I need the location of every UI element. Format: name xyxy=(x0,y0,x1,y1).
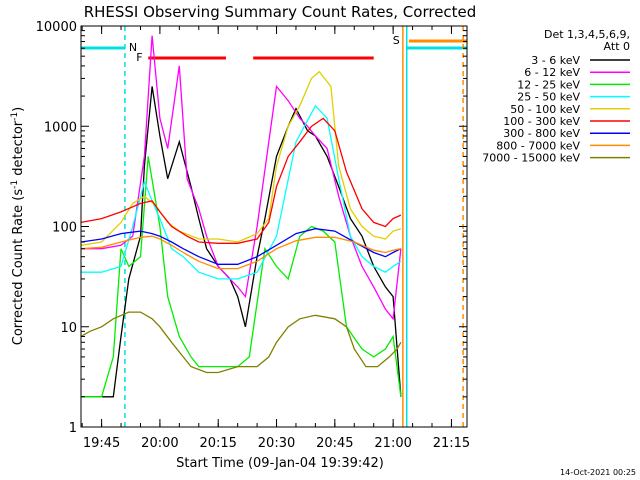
y-axis-label: Corrected Count Rate (s-1 detector-1) xyxy=(10,107,26,345)
legend-item-label: 800 - 7000 keV xyxy=(496,139,580,152)
legend-item-label: 100 - 300 keV xyxy=(503,115,580,128)
x-tick-label: 20:30 xyxy=(258,436,295,451)
series-layer xyxy=(81,35,402,398)
legend-item-label: 12 - 25 keV xyxy=(517,78,580,91)
y-tick-label: 10 xyxy=(60,321,77,336)
legend-item-label: 7000 - 15000 keV xyxy=(482,152,580,165)
legend-item-label: 6 - 12 keV xyxy=(524,66,580,79)
x-tick-label: 20:00 xyxy=(141,436,178,451)
y-axis: 1 10 100 1000 10000 xyxy=(36,20,467,436)
x-tick-label: 21:15 xyxy=(433,436,470,451)
legend-item-label: 50 - 100 keV xyxy=(510,103,580,116)
flare-flag-label: F xyxy=(136,51,142,64)
x-tick-label: 20:15 xyxy=(199,436,236,451)
series-line xyxy=(81,235,402,270)
chart-title: RHESSI Observing Summary Count Rates, Co… xyxy=(84,3,477,21)
x-axis: 19:45 20:00 20:15 20:30 20:45 21:00 21:15 xyxy=(81,26,470,451)
legend-header-line2: Att 0 xyxy=(604,40,630,53)
series-line xyxy=(81,86,402,398)
footer-date: 14-Oct-2021 00:25 xyxy=(560,468,636,477)
night-flag-label: N xyxy=(129,41,137,54)
y-tick-label: 100 xyxy=(52,221,77,236)
y-tick-label: 10000 xyxy=(36,20,77,35)
series-line xyxy=(81,228,402,265)
legend-item-label: 300 - 800 keV xyxy=(503,127,580,140)
series-line xyxy=(81,70,402,246)
legend-item-label: 25 - 50 keV xyxy=(517,91,580,104)
x-tick-label: 19:45 xyxy=(83,436,120,451)
legend-header-line1: Det 1,3,4,5,6,9, xyxy=(544,28,630,41)
x-tick-label: 21:00 xyxy=(374,436,411,451)
y-tick-label: 1000 xyxy=(44,120,77,135)
x-tick-label: 20:45 xyxy=(316,436,353,451)
series-line xyxy=(81,104,402,280)
series-line xyxy=(81,117,402,244)
x-axis-label: Start Time (09-Jan-04 19:39:42) xyxy=(176,456,384,471)
legend-item-label: 3 - 6 keV xyxy=(531,54,580,67)
saa-flag-label: S xyxy=(393,34,400,47)
series-line xyxy=(81,311,402,374)
y-tick-label: 1 xyxy=(69,421,77,436)
